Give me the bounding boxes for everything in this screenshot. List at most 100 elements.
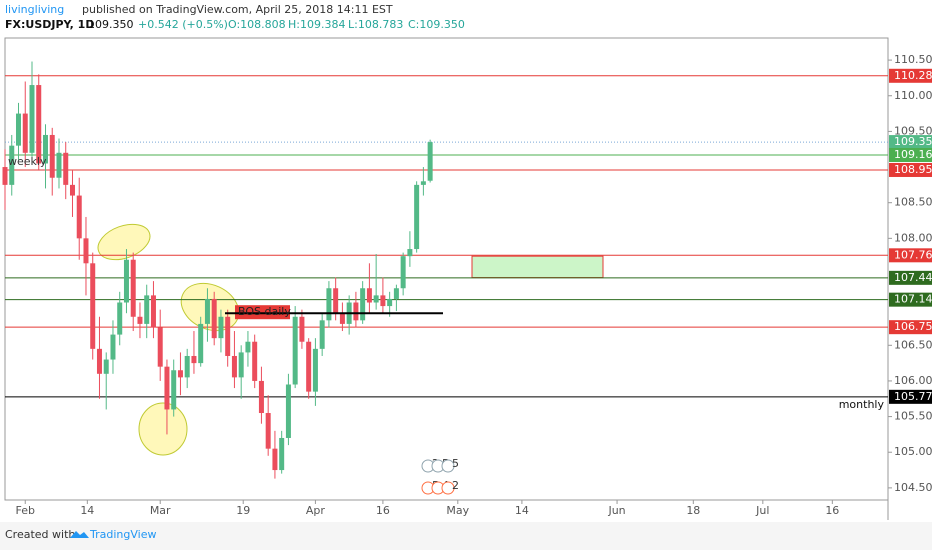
y-tick-label: 109.500 [894, 124, 932, 137]
candle-body [90, 263, 96, 349]
x-tick-label: 14 [80, 504, 94, 517]
x-tick-label: Apr [306, 504, 326, 517]
candle-body [177, 370, 183, 378]
plot-frame [4, 37, 889, 501]
candle-body [353, 302, 359, 321]
x-tick-label: May [446, 504, 469, 517]
candle [177, 352, 183, 396]
candle-body [56, 152, 62, 178]
open: O:108.808 [228, 18, 286, 31]
candle [312, 338, 318, 406]
candle-body [198, 323, 204, 364]
candle-body [117, 302, 123, 335]
event-icon [441, 481, 455, 495]
x-tick-label: Jul [755, 504, 769, 517]
x-tick-label: Jun [607, 504, 625, 517]
candle-body [339, 313, 345, 324]
candle [36, 74, 42, 171]
candle-body [258, 380, 264, 414]
candle [96, 316, 102, 399]
candle [285, 373, 291, 446]
symbol: FX:USDJPY, 1D [5, 18, 94, 31]
candle [191, 331, 197, 374]
last-price: 109.350 [88, 18, 134, 31]
event-count: 2 [452, 479, 459, 492]
candle [2, 149, 8, 210]
candle-body [225, 316, 231, 356]
high: H:109.384 [288, 18, 345, 31]
candle [218, 309, 224, 353]
candle-body [171, 370, 177, 410]
x-tick-label: Mar [150, 504, 171, 517]
candle-body [427, 142, 433, 181]
candle [164, 359, 170, 435]
candle [198, 316, 204, 367]
price-label: 108.959 [894, 163, 932, 176]
candle [15, 102, 21, 160]
candle-body [265, 413, 271, 449]
candle [184, 348, 190, 389]
y-tick-label: 106.000 [894, 374, 932, 387]
candle [414, 181, 420, 253]
close: C:109.350 [408, 18, 465, 31]
zone [471, 255, 604, 279]
candle [171, 359, 177, 417]
y-tick-label: 108.000 [894, 231, 932, 244]
candle [279, 430, 285, 474]
candle-body [2, 167, 8, 185]
candle [110, 320, 116, 374]
candle-body [366, 288, 372, 303]
y-tick-label: 110.000 [894, 89, 932, 102]
candle-body [400, 256, 406, 289]
candle [407, 231, 413, 267]
candle [427, 139, 433, 183]
candle [245, 331, 251, 367]
x-tick-label: 16 [825, 504, 839, 517]
y-tick-label: 105.000 [894, 445, 932, 458]
candle [130, 252, 136, 332]
candle-body [204, 298, 210, 324]
candle-body [164, 366, 170, 410]
candle-body [42, 134, 48, 164]
price-label: 110.280 [894, 69, 932, 82]
candle [83, 216, 89, 296]
candle-body [333, 288, 339, 314]
price-label: 109.169 [894, 148, 932, 161]
candle [339, 302, 345, 332]
author[interactable]: livingliving [5, 3, 64, 16]
footer-brand[interactable]: TradingView [89, 528, 156, 541]
price-label-bg [889, 147, 932, 162]
candle [42, 124, 48, 189]
price-label-bg [889, 248, 932, 263]
weekly-label: weekly [8, 155, 47, 168]
x-tick-label: 18 [686, 504, 700, 517]
candle [353, 291, 359, 328]
price-label: 105.777 [894, 390, 932, 403]
candle-body [218, 316, 224, 339]
candle [123, 249, 129, 314]
candle [49, 127, 55, 196]
candle [360, 281, 366, 324]
candle-body [211, 298, 217, 339]
candle-body [238, 352, 244, 378]
candle [420, 167, 426, 196]
logo [70, 531, 89, 538]
candle-body [130, 259, 136, 317]
candle-body [184, 355, 190, 378]
candle-body [29, 85, 35, 153]
candle-body [9, 145, 15, 185]
highlight [138, 402, 188, 456]
candle-body [299, 316, 305, 342]
candle [373, 254, 379, 310]
candle [366, 263, 372, 314]
candle-body [319, 320, 325, 349]
price-label-bg [889, 68, 932, 83]
candle-body [414, 184, 420, 250]
candle [137, 302, 143, 339]
y-tick-label: 104.500 [894, 481, 932, 494]
price-label-bg [889, 292, 932, 307]
candle-body [292, 316, 298, 385]
candle-body [103, 359, 109, 374]
candle-body [49, 134, 55, 178]
